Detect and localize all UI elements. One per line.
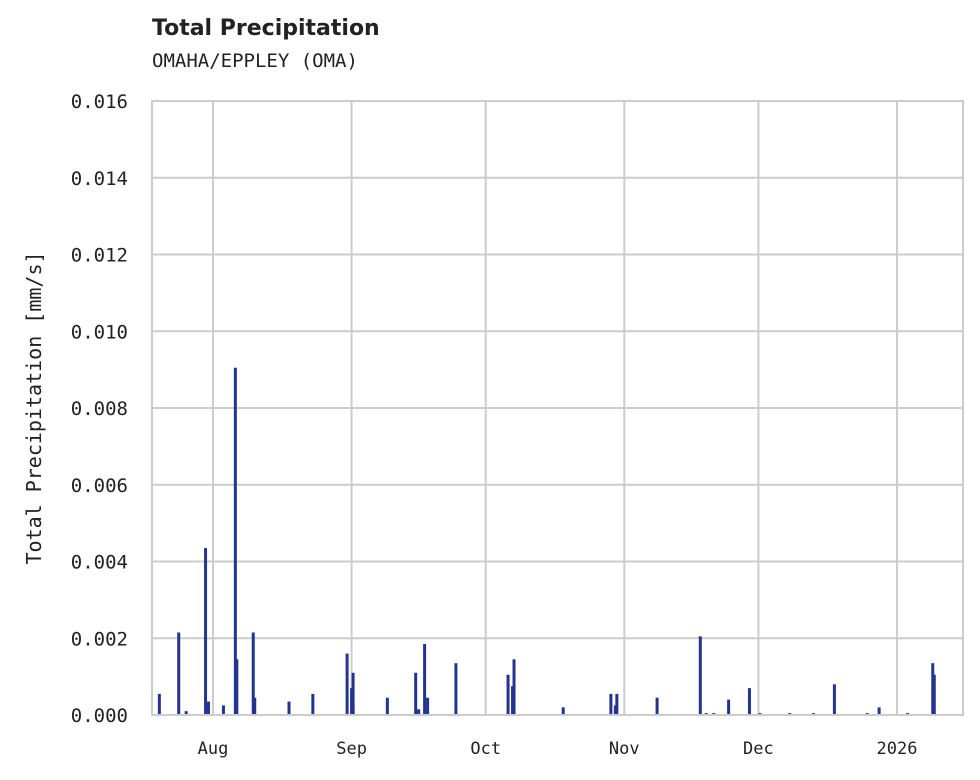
precip-bar	[207, 701, 211, 715]
precip-bar	[506, 674, 510, 715]
precip-bar	[233, 367, 237, 715]
precip-bar	[932, 674, 936, 715]
x-tick-label: Sep	[336, 739, 367, 759]
y-tick-label: 0.016	[71, 91, 128, 113]
precip-bar	[655, 697, 659, 715]
x-tick-label: 2026	[877, 739, 918, 759]
precip-bar	[350, 688, 354, 715]
y-tick-label: 0.000	[71, 705, 128, 727]
precip-bar	[251, 632, 255, 715]
precip-bar	[235, 659, 239, 715]
precip-bar	[385, 697, 389, 715]
precip-bar	[311, 693, 315, 715]
precip-bar	[423, 644, 427, 715]
precip-bar	[221, 705, 225, 715]
chart-title: Total Precipitation	[152, 16, 380, 41]
precip-bar	[613, 705, 617, 715]
precip-bar	[177, 632, 181, 715]
y-tick-label: 0.010	[71, 321, 128, 343]
precip-bar	[609, 693, 613, 715]
precip-bar	[561, 707, 565, 715]
precip-bar	[253, 697, 257, 715]
y-axis-ticks: 0.000 0.002 0.004 0.006 0.008 0.010 0.012 0.014…	[71, 91, 128, 727]
precip-bar	[454, 663, 458, 715]
precip-bar	[511, 686, 515, 715]
plot-frame	[151, 100, 964, 716]
x-tick-label: Aug	[198, 739, 229, 759]
y-tick-label: 0.012	[71, 245, 128, 267]
precip-bar	[287, 701, 291, 715]
chart-subtitle: OMAHA/EPPLEY (OMA)	[152, 50, 358, 72]
precip-bar	[615, 693, 619, 715]
precipitation-bars	[157, 367, 936, 715]
precip-bar	[345, 653, 349, 715]
precip-bar	[426, 697, 430, 715]
x-tick-label: Oct	[470, 739, 501, 759]
precip-bar	[747, 688, 751, 715]
precip-bar	[832, 684, 836, 715]
x-tick-label: Dec	[743, 739, 774, 759]
precip-bar	[417, 709, 421, 715]
y-tick-label: 0.002	[71, 628, 128, 650]
precip-bar	[157, 693, 161, 715]
x-tick-label: Nov	[609, 739, 640, 759]
precip-bar	[204, 548, 208, 715]
precip-bar	[351, 703, 355, 715]
precip-bar	[877, 707, 881, 715]
x-axis-ticks: Aug Sep Oct Nov Dec 2026	[198, 739, 918, 759]
y-tick-label: 0.004	[71, 552, 128, 574]
grid-lines	[152, 100, 963, 716]
y-tick-label: 0.014	[71, 168, 128, 190]
y-tick-label: 0.006	[71, 475, 128, 497]
precip-bar	[184, 711, 188, 715]
y-tick-label: 0.008	[71, 398, 128, 420]
precip-bar	[727, 699, 731, 715]
precip-bar	[698, 636, 702, 715]
precip-bar	[414, 672, 418, 715]
